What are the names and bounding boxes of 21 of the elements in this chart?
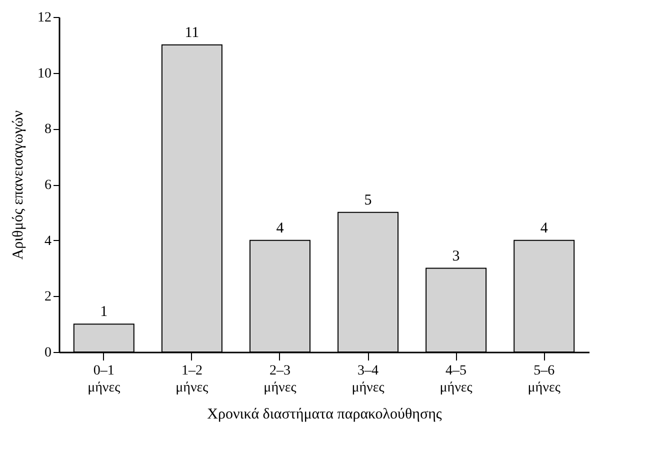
data-label: 5	[364, 192, 372, 208]
y-tick-label: 6	[44, 178, 52, 193]
y-tick-label: 8	[44, 122, 52, 138]
data-label: 4	[540, 220, 548, 236]
data-label: 1	[100, 304, 108, 320]
y-tick-label: 4	[44, 234, 52, 249]
data-label: 4	[276, 220, 284, 236]
x-tick-label: 5–6 μήνες	[528, 364, 561, 396]
y-tick-label: 0	[44, 346, 52, 360]
data-label: 3	[452, 248, 460, 264]
x-tick-label: 1–2 μήνες	[176, 364, 209, 396]
y-tick-label: 2	[44, 290, 52, 305]
y-tick-label: 12	[38, 10, 52, 26]
data-label: 11	[184, 24, 200, 41]
x-axis-title: Χρονικά διαστήματα παρακολούθησης	[207, 406, 442, 422]
y-axis-title: Αριθμός επανεισαγωγών	[10, 110, 26, 260]
y-tick-label: 10	[38, 66, 52, 82]
x-tick-label: 3–4 μήνες	[352, 364, 385, 396]
x-tick-label: 2–3 μήνες	[264, 364, 297, 396]
x-tick-label: 0–1 μήνες	[88, 364, 121, 396]
x-tick-label: 4–5 μήνες	[440, 364, 473, 396]
